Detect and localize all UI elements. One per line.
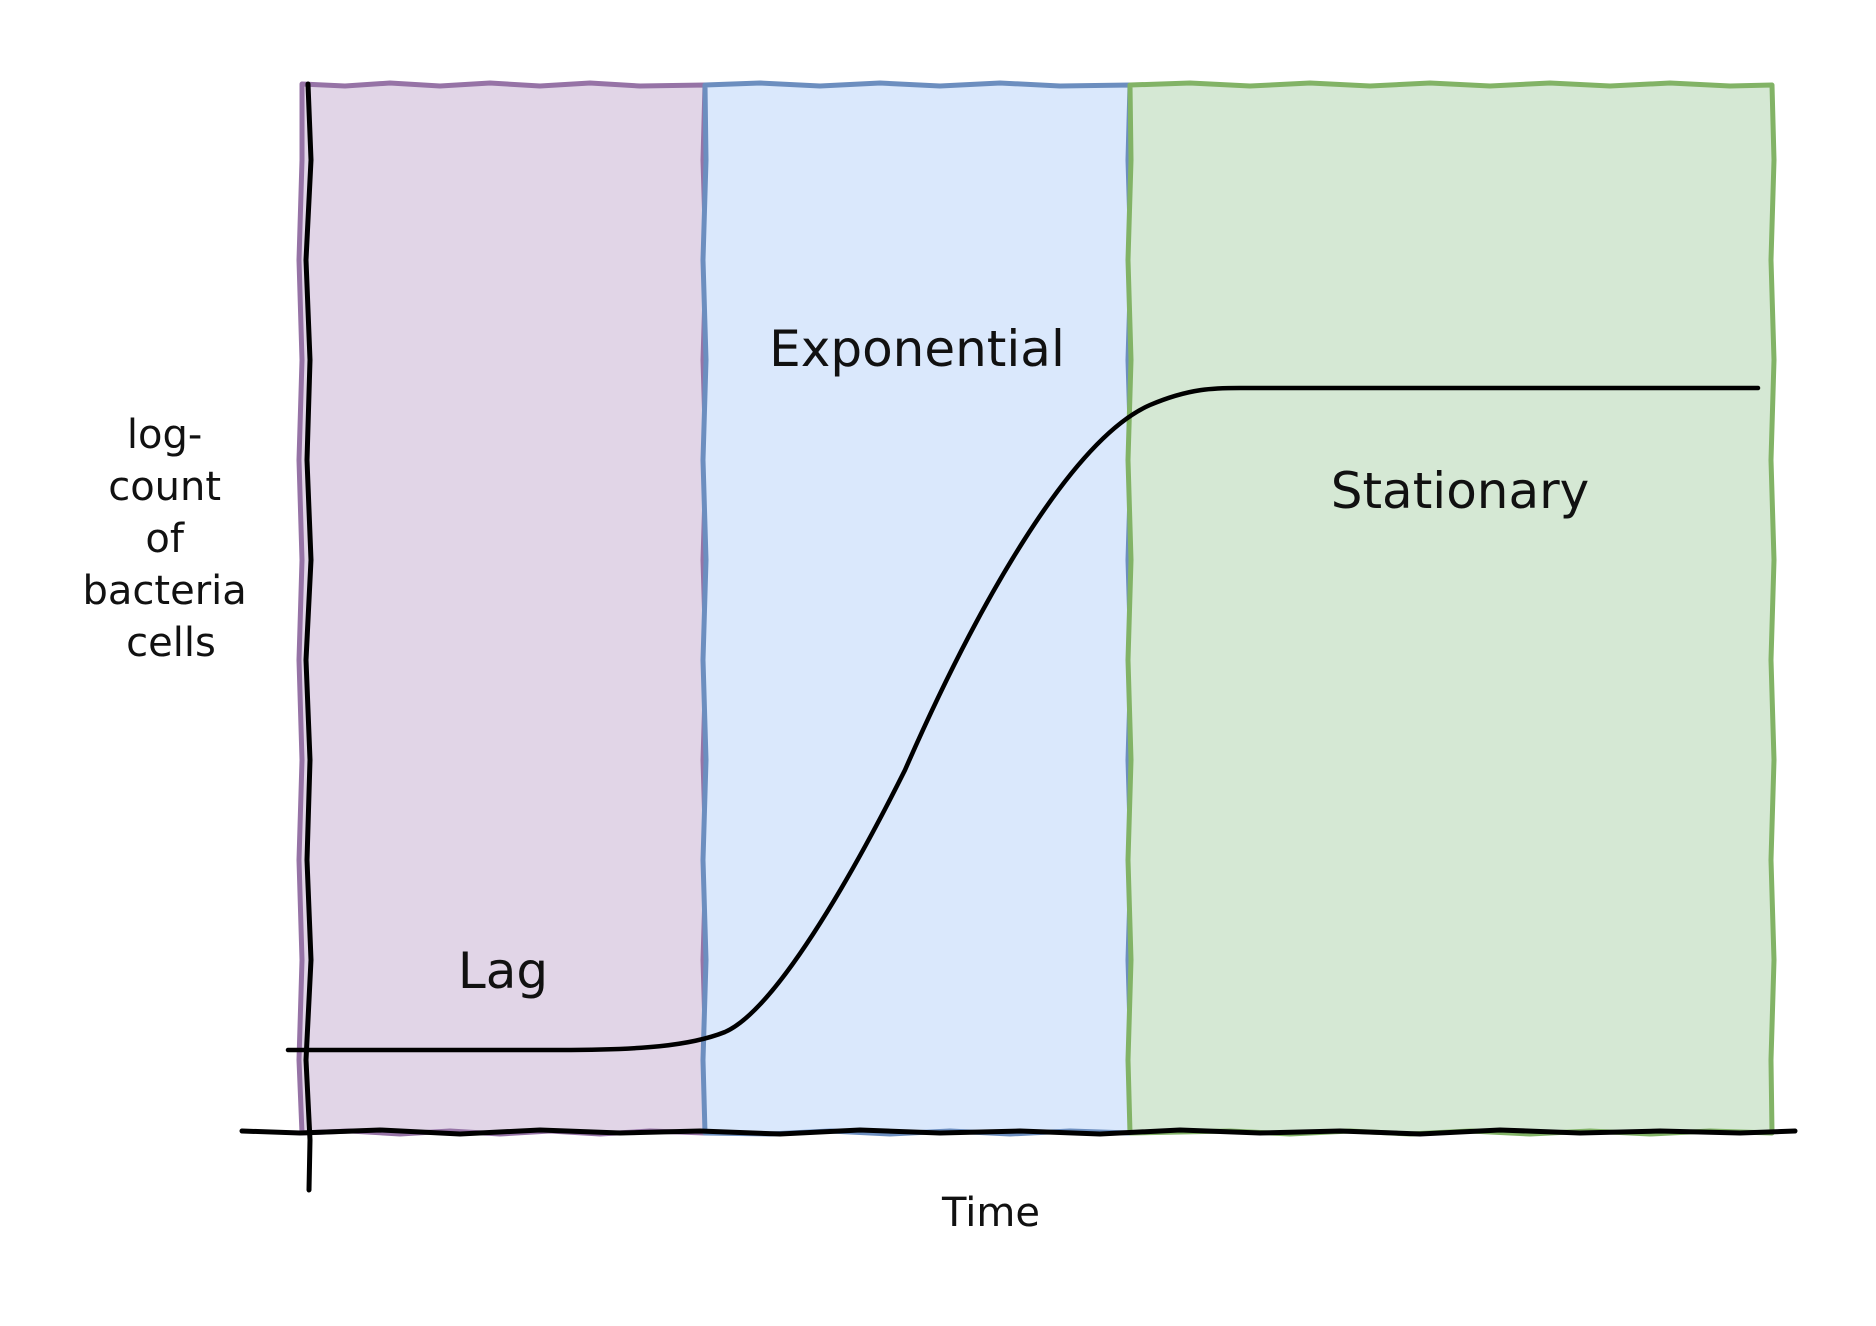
phase-zones [296,80,1777,1137]
y-axis-label-line: count [108,464,221,510]
exponential-phase-label: Exponential [769,320,1065,378]
stationary-phase-zone [1125,80,1777,1137]
exponential-phase-zone [700,80,1134,1137]
y-axis-line [303,81,314,1193]
y-axis-label-line: of [145,516,184,562]
stationary-phase-label: Stationary [1331,462,1590,520]
x-axis-line [239,1127,1798,1137]
y-axis-label-line: log- [127,412,202,458]
y-axis-label: log- count of bacteria cells [83,412,260,666]
x-axis-label: Time [941,1190,1040,1236]
y-axis-label-line: cells [126,620,216,666]
y-axis-label-line: bacteria [83,568,247,614]
lag-phase-label: Lag [458,942,548,1000]
growth-curve [285,385,1761,1053]
axes [239,81,1798,1193]
